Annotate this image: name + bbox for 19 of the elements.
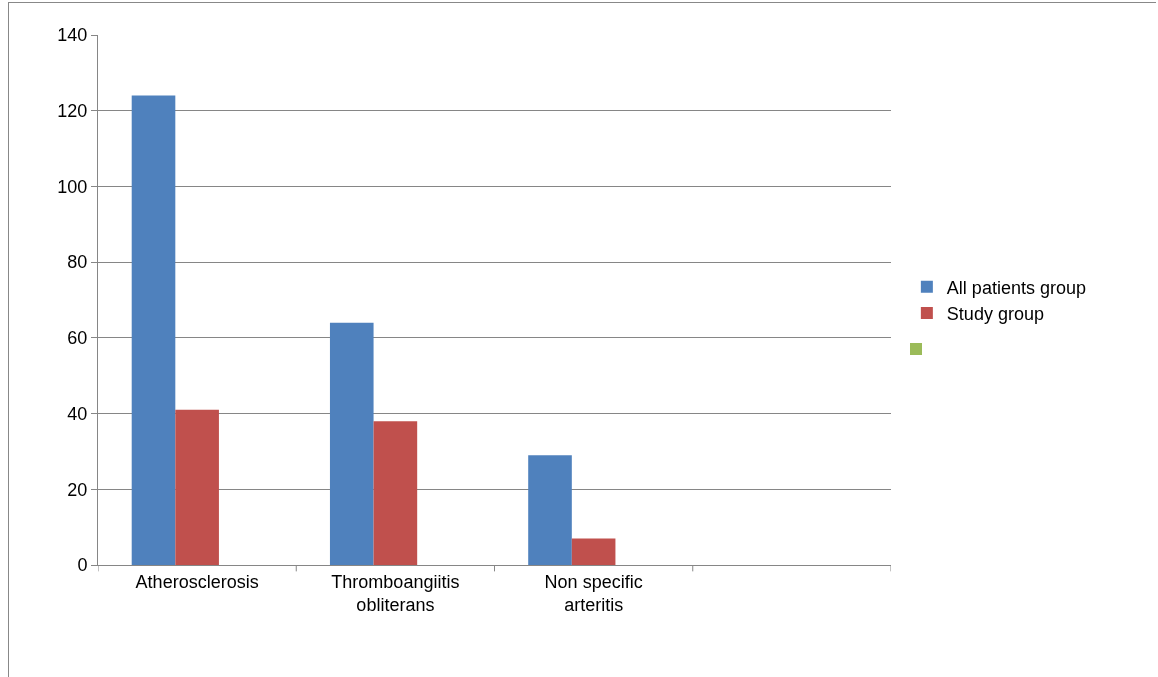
y-tick-label: 140 bbox=[57, 25, 88, 46]
legend-label: Study group bbox=[946, 304, 1044, 325]
y-tick-label: 80 bbox=[67, 252, 88, 273]
bar bbox=[131, 95, 176, 565]
x-tick-label: Thromboangiitis obliterans bbox=[331, 571, 460, 615]
y-tick-label: 40 bbox=[67, 403, 88, 424]
y-tick-label: 100 bbox=[57, 176, 88, 197]
x-tick-label: Non specific arteritis bbox=[544, 571, 643, 615]
bar bbox=[373, 421, 418, 565]
bar bbox=[571, 538, 616, 565]
bar bbox=[528, 455, 572, 565]
x-tick-label: Atherosclerosis bbox=[135, 571, 259, 592]
y-tick-label: 60 bbox=[67, 328, 88, 349]
bar bbox=[329, 322, 374, 565]
y-tick-label: 0 bbox=[77, 555, 88, 576]
y-tick-label: 20 bbox=[67, 479, 88, 500]
y-tick-label: 120 bbox=[57, 101, 88, 122]
bar bbox=[175, 409, 219, 565]
legend-label: All patients group bbox=[946, 277, 1086, 298]
